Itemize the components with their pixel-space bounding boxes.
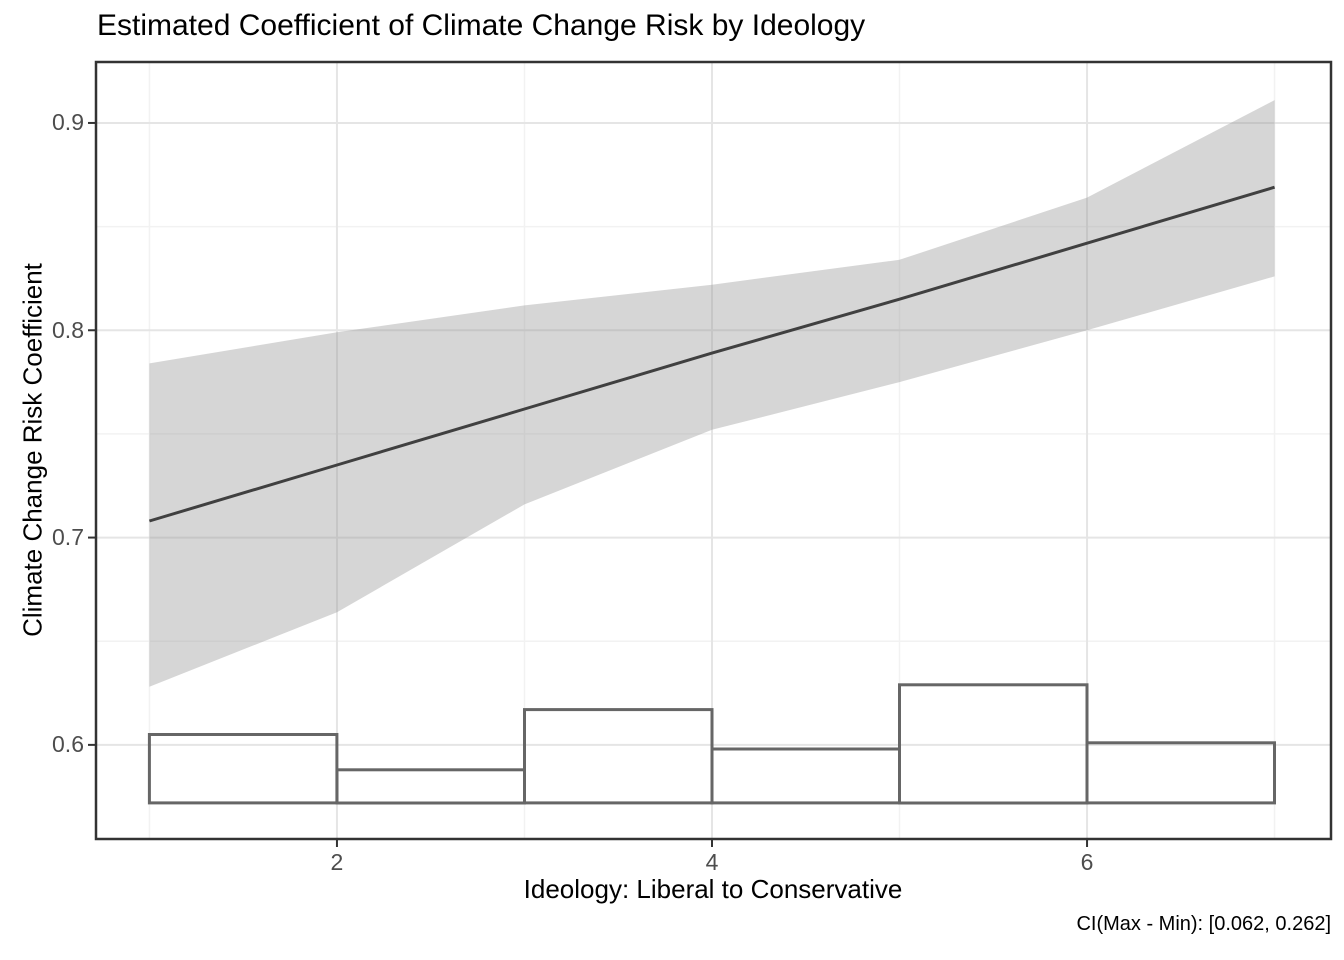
y-tick-label: 0.7 bbox=[52, 524, 84, 551]
chart-title: Estimated Coefficient of Climate Change … bbox=[97, 9, 866, 42]
x-tick-label: 4 bbox=[705, 849, 719, 875]
histogram-bar bbox=[710, 747, 901, 805]
histogram-bar bbox=[523, 708, 714, 805]
histogram-bar bbox=[335, 768, 526, 805]
x-tick-label: 6 bbox=[1080, 849, 1094, 875]
histogram-bars bbox=[147, 683, 1276, 805]
axis-tick-marks bbox=[88, 121, 1089, 847]
y-tick-label: 0.9 bbox=[52, 109, 84, 136]
panel-border bbox=[94, 60, 1333, 841]
x-axis-title: Ideology: Liberal to Conservative bbox=[523, 874, 903, 904]
x-tick-label: 2 bbox=[330, 849, 344, 875]
y-tick-label: 0.8 bbox=[52, 316, 84, 343]
ci-caption: CI(Max - Min): [0.062, 0.262] bbox=[1076, 913, 1331, 935]
regression-line bbox=[148, 185, 1276, 523]
y-tick-label: 0.6 bbox=[52, 731, 84, 758]
histogram-bar bbox=[1085, 741, 1276, 805]
confidence-ribbon bbox=[149, 100, 1275, 687]
grid-minor bbox=[96, 62, 1331, 839]
